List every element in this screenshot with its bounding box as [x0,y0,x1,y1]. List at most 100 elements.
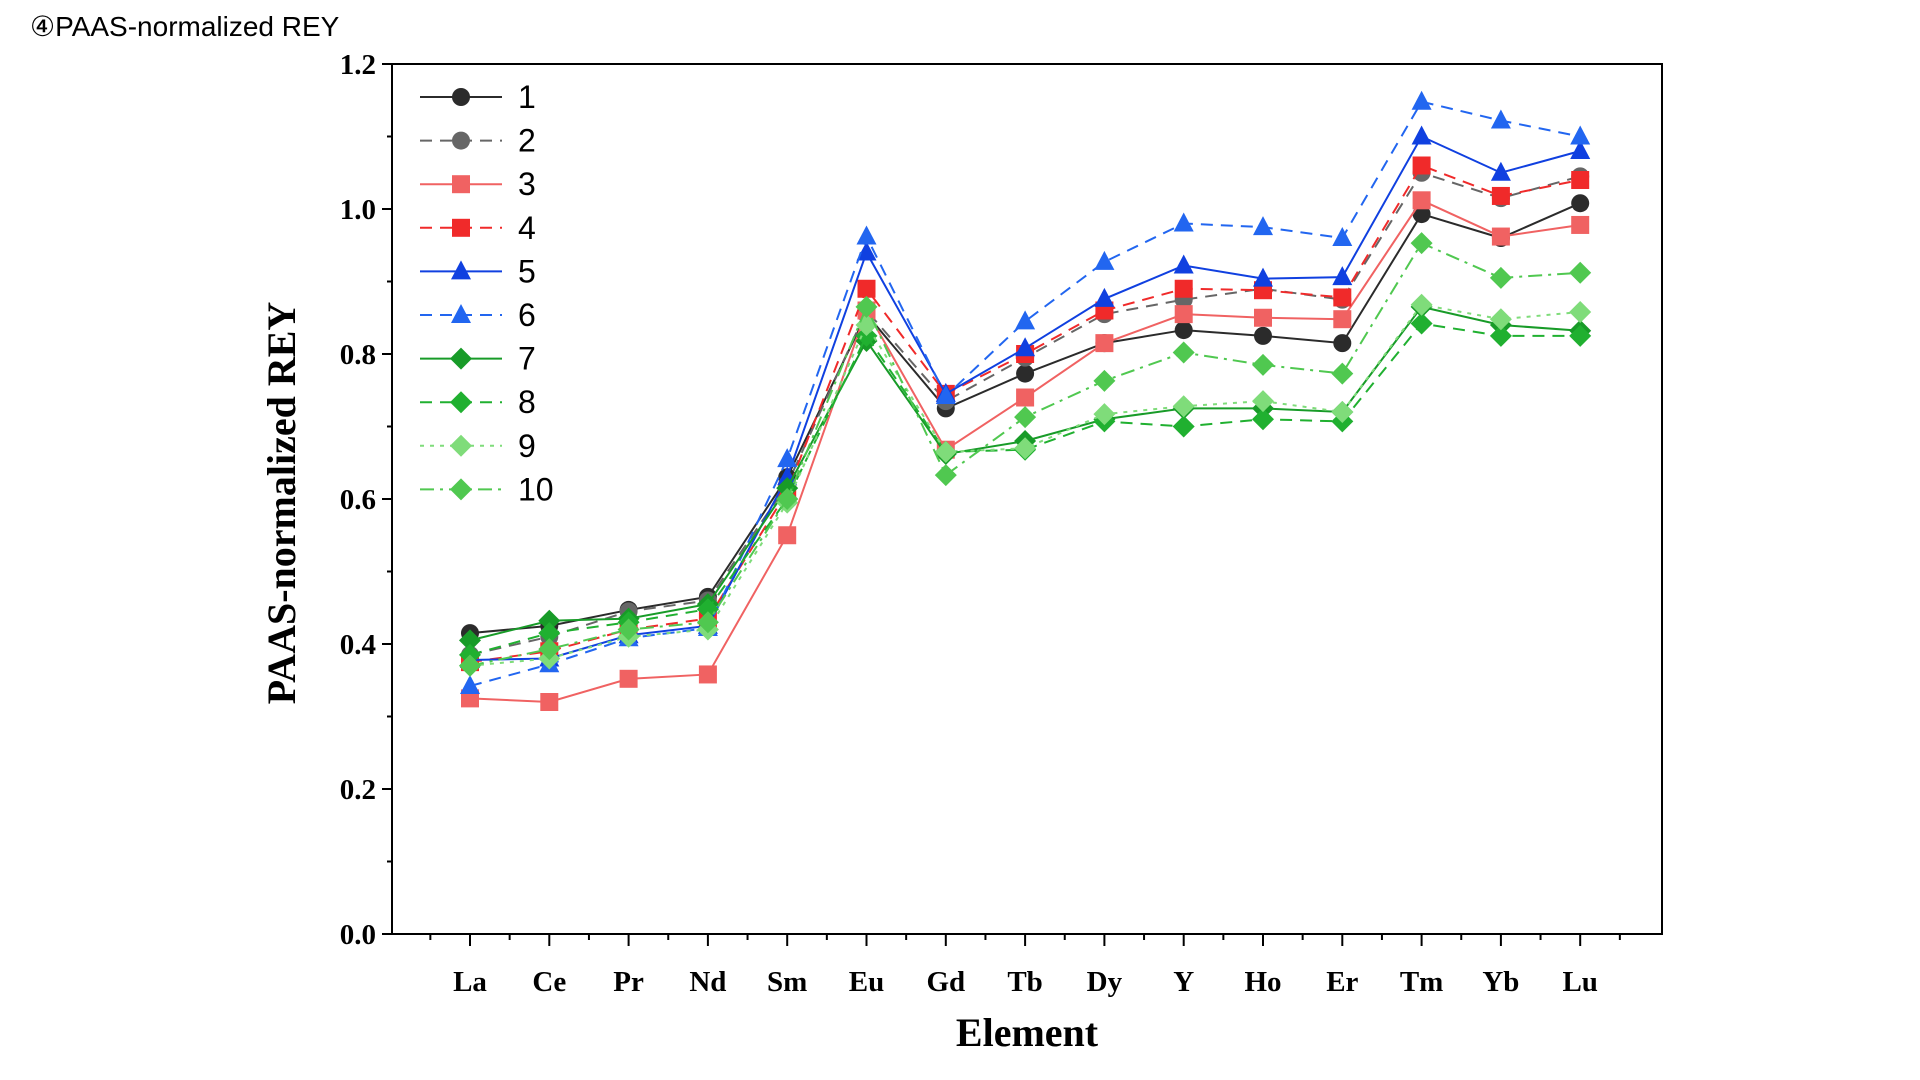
x-axis-label: Element [956,1010,1099,1055]
y-tick-label: 0.6 [340,484,376,516]
legend-label: 9 [518,428,536,464]
data-point [1015,337,1036,357]
data-point [1410,312,1433,335]
data-point [1093,369,1116,392]
data-point [538,609,561,632]
legend-label: 2 [518,123,536,159]
data-point [857,279,876,298]
y-tick-label: 0.0 [340,919,376,951]
y-axis-label: PAAS-normalized REY [259,302,304,705]
data-point [1014,406,1037,429]
data-point [776,488,799,510]
legend-label: 5 [518,253,536,289]
legend-label: 3 [518,166,536,202]
data-point [1490,161,1511,181]
legend-entry-7: 7 [420,341,536,377]
data-point [1489,266,1512,289]
y-tick-label: 0.2 [340,774,376,806]
legend-marker [451,260,471,280]
legend-entry-6: 6 [420,297,536,333]
data-point [1331,362,1354,385]
x-tick-label: Dy [1087,966,1123,998]
data-point [1569,300,1592,323]
legend-marker [450,434,472,457]
data-point [1172,341,1195,364]
legend-entry-2: 2 [420,123,536,159]
data-point [1412,191,1431,210]
data-point [934,464,957,487]
data-point [1174,279,1193,298]
data-point [1332,227,1353,246]
y-tick-label: 0.4 [340,629,376,661]
legend-marker [450,478,472,501]
x-tick-label: Er [1326,966,1358,998]
data-point [1570,125,1591,145]
legend-entry-8: 8 [420,384,536,420]
data-point [1410,232,1433,255]
x-tick-label: Gd [926,966,965,998]
data-point [1491,227,1510,246]
legend-marker [452,131,470,150]
data-point [1411,90,1432,110]
legend-label: 6 [518,297,536,333]
series-line-8 [469,322,1581,656]
plot-frame [391,63,1663,935]
x-tick-label: Eu [849,966,884,998]
x-tick-label: Nd [689,966,726,998]
legend: 1 2 3 4 5 6 7 8 9 10 [420,79,554,507]
x-tick-label: Yb [1482,966,1519,998]
y-tick-label: 0.8 [340,339,376,371]
x-tick-label: Tm [1400,966,1444,998]
x-tick-label: Ce [532,966,566,998]
data-point [1094,287,1115,307]
data-point [1174,321,1193,340]
x-tick-label: Y [1173,966,1194,998]
legend-label: 10 [518,471,554,507]
data-point [1571,194,1590,213]
legend-label: 4 [518,210,536,246]
data-point [538,622,561,645]
data-point [1253,216,1273,236]
data-point [1490,109,1511,129]
data-point [617,618,640,641]
legend-label: 1 [518,79,536,115]
data-point [1174,305,1193,324]
legend-entry-3: 3 [420,166,536,202]
legend-marker [452,218,470,237]
y-tick-label: 1.2 [340,49,376,81]
data-point [1333,334,1352,353]
data-point [778,526,797,545]
data-point [1093,403,1116,426]
data-point [1014,437,1037,460]
data-point [1491,186,1510,205]
data-point [696,598,719,621]
legend-entry-5: 5 [420,253,536,289]
data-point [1016,388,1035,407]
series-layer [459,90,1592,711]
data-point [459,629,481,652]
x-tick-label: Tb [1007,966,1042,998]
data-point [1410,293,1433,316]
data-point [540,693,559,711]
legend-entry-9: 9 [420,428,536,464]
data-point [1331,401,1354,423]
data-point [1173,254,1194,274]
axes: 0.0 0.2 0.4 0.6 0.8 1.0 1.2 La Ce Pr Nd Sm Eu Gd Tb Dy Y… [340,49,1663,998]
data-point [619,669,638,688]
data-point [1489,308,1512,331]
data-point [1252,390,1274,413]
legend-entry-4: 4 [420,210,536,246]
data-point [1411,125,1432,145]
data-point [1332,266,1353,286]
data-point [1254,326,1272,345]
data-point [777,448,798,468]
data-point [1252,353,1274,376]
series-10 [459,232,1592,677]
legend-marker [450,391,472,414]
data-point [1571,215,1590,234]
data-point [1412,156,1431,175]
data-point [538,638,561,661]
page-title: ④PAAS-normalized REY [30,11,340,42]
x-tick-label: Ho [1244,966,1281,998]
data-point [1570,140,1591,159]
